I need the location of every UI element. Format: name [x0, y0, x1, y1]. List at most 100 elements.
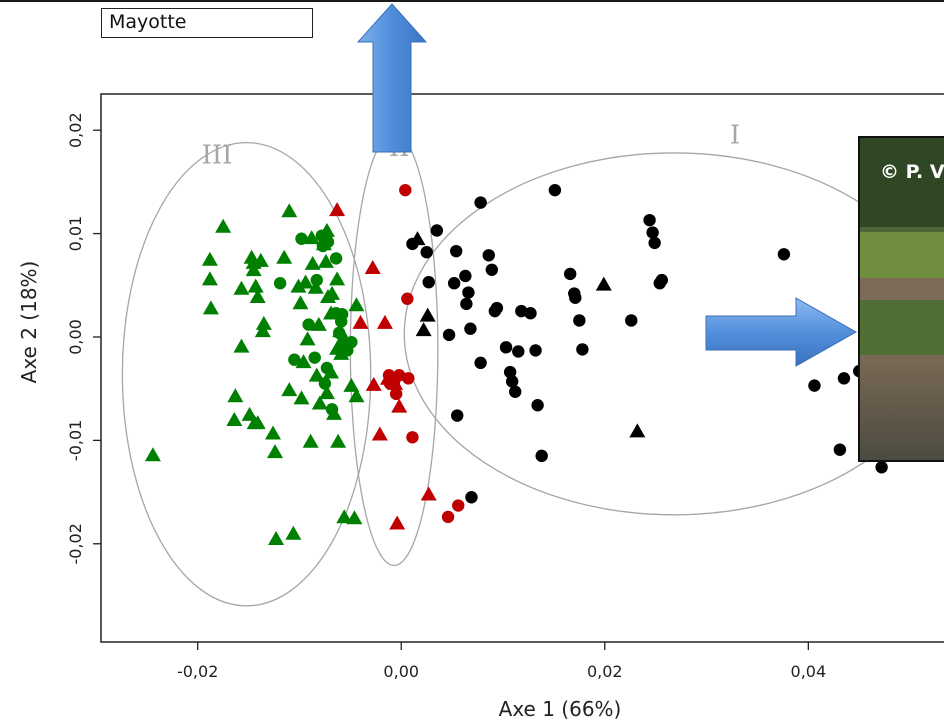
point-circle-group-I	[655, 273, 668, 287]
point-triangle-group-III	[227, 388, 244, 403]
point-triangle-group-III	[252, 252, 269, 267]
point-triangle-group-III	[276, 249, 293, 264]
group-label-III: III	[202, 140, 233, 170]
point-circle-group-I	[535, 449, 548, 463]
point-triangle-group-III	[336, 509, 353, 524]
point-circle-group-II	[441, 510, 455, 524]
point-triangle-group-III	[330, 433, 347, 448]
point-circle-group-III	[310, 273, 323, 287]
point-triangle-group-III	[215, 218, 232, 233]
point-circle-group-I	[459, 269, 472, 283]
point-circle-group-II	[402, 372, 415, 385]
point-circle-group-I	[465, 491, 478, 504]
point-triangle-group-III	[233, 338, 250, 353]
x-tick-label: 0,04	[791, 662, 827, 681]
point-triangle-group-III	[348, 297, 365, 312]
point-triangle-group-III	[311, 395, 328, 410]
y-tick-label: 0,00	[66, 319, 85, 355]
point-circle-group-I	[462, 286, 475, 299]
x-tick-label: 0,00	[383, 662, 419, 681]
point-triangle-group-III	[329, 271, 346, 286]
point-circle-group-I	[529, 344, 542, 357]
point-circle-group-I	[875, 461, 888, 474]
point-circle-group-I	[833, 443, 847, 456]
point-triangle-group-III	[290, 278, 307, 293]
point-triangle-group-III	[299, 331, 316, 346]
point-circle-group-II	[401, 292, 414, 305]
point-circle-group-I	[482, 249, 495, 262]
x-tick-label: 0,02	[587, 662, 623, 681]
point-triangle-group-III	[310, 316, 327, 331]
point-circle-group-I	[643, 213, 656, 227]
point-circle-group-I	[512, 345, 525, 358]
point-circle-group-I	[531, 399, 544, 412]
point-circle-group-I	[490, 301, 504, 315]
point-circle-group-II	[452, 499, 465, 512]
point-triangle-group-II	[420, 486, 437, 501]
point-triangle-group-III	[201, 271, 218, 286]
point-circle-group-I	[576, 343, 589, 356]
point-triangle-group-III	[245, 262, 262, 277]
point-circle-group-I	[505, 375, 519, 388]
point-circle-group-I	[464, 322, 477, 335]
point-circle-group-I	[499, 341, 513, 354]
point-circle-group-I	[569, 291, 582, 304]
point-triangle-group-III	[295, 354, 312, 369]
point-circle-group-I	[808, 379, 821, 392]
point-circle-group-III	[302, 318, 315, 331]
point-triangle-group-I	[415, 322, 432, 337]
point-triangle-group-III	[144, 447, 161, 462]
point-circle-group-I	[503, 365, 517, 379]
point-triangle-group-III	[318, 385, 335, 400]
point-circle-group-III	[318, 377, 332, 390]
point-circle-group-I	[548, 183, 562, 197]
point-triangle-group-III	[254, 323, 271, 338]
point-triangle-group-III	[333, 345, 350, 360]
point-triangle-group-II	[329, 202, 346, 217]
region-label-box: Mayotte	[101, 8, 313, 38]
point-circle-group-III	[308, 351, 321, 364]
point-circle-group-III	[295, 232, 308, 245]
point-triangle-group-III	[303, 230, 320, 245]
point-circle-group-I	[474, 356, 487, 370]
point-circle-group-I	[563, 267, 577, 281]
point-triangle-group-III	[293, 390, 310, 405]
point-circle-group-III	[345, 335, 358, 349]
x-axis-label: Axe 1 (66%)	[499, 697, 622, 721]
photo-credit: © P. V	[880, 161, 944, 183]
y-axis-ticks: 0,02 0,01 0,00 -0,01 -0,02	[66, 112, 101, 564]
point-triangle-group-III	[317, 253, 334, 268]
point-circle-group-I	[777, 248, 791, 261]
point-circle-group-I	[430, 224, 444, 237]
photo-inset: © P. V	[858, 136, 944, 462]
point-circle-group-I	[648, 236, 661, 250]
top-rule	[0, 0, 944, 2]
point-circle-group-II	[406, 431, 419, 444]
point-circle-group-I	[646, 226, 659, 239]
point-circle-group-I	[485, 263, 499, 276]
point-triangle-group-III	[308, 367, 325, 382]
point-triangle-group-III	[202, 300, 219, 315]
point-circle-group-I	[406, 237, 419, 251]
point-circle-group-III	[288, 353, 301, 366]
point-circle-group-I	[573, 314, 586, 327]
point-circle-group-III	[273, 277, 287, 290]
point-circle-group-I	[474, 196, 487, 209]
region-label: Mayotte	[109, 11, 187, 33]
point-triangle-group-III	[319, 289, 336, 304]
point-circle-group-I	[447, 277, 461, 290]
point-triangle-group-III	[343, 377, 360, 392]
point-triangle-group-III	[233, 280, 250, 295]
point-triangle-group-I	[629, 423, 646, 438]
point-triangle-group-III	[249, 289, 266, 304]
plot-frame	[100, 93, 944, 643]
data-points	[144, 183, 888, 545]
point-triangle-group-III	[281, 382, 298, 397]
point-triangle-group-I	[595, 276, 612, 291]
point-circle-group-I	[837, 372, 851, 385]
point-triangle-group-II	[364, 260, 381, 275]
point-triangle-group-II	[352, 314, 369, 329]
point-circle-group-I	[625, 314, 638, 327]
